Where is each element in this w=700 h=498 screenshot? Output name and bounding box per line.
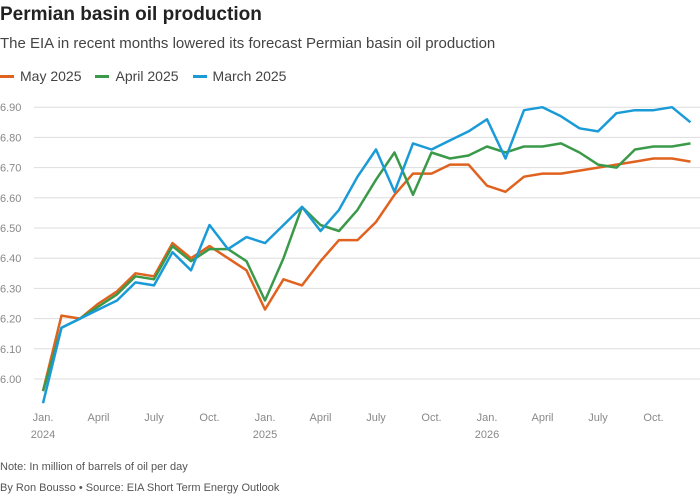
x-tick-label: July (588, 412, 608, 424)
y-tick-label: 6.00 (0, 374, 21, 386)
x-tick-label: April (309, 412, 331, 424)
x-tick-year: 2025 (253, 429, 277, 441)
x-tick-label: April (87, 412, 109, 424)
y-tick-label: 6.80 (0, 132, 21, 144)
y-tick-label: 6.70 (0, 163, 21, 175)
x-tick-label: Oct. (199, 412, 219, 424)
y-tick-label: 6.40 (0, 253, 21, 265)
x-tick-label: Jan. (33, 412, 54, 424)
legend: May 2025 April 2025 March 2025 (0, 68, 286, 84)
x-tick-year: 2026 (475, 429, 499, 441)
x-tick-year: 2024 (31, 429, 55, 441)
note: Note: In million of barrels of oil per d… (0, 461, 188, 473)
x-tick-label: July (144, 412, 164, 424)
legend-swatch (192, 74, 207, 78)
x-tick-label: Jan. (477, 412, 498, 424)
x-tick-label: Oct. (643, 412, 663, 424)
x-tick-label: Oct. (421, 412, 441, 424)
legend-item-may: May 2025 (0, 68, 81, 84)
y-tick-label: 6.20 (0, 314, 21, 326)
y-tick-label: 6.30 (0, 283, 21, 295)
x-tick-label: July (366, 412, 386, 424)
byline: By Ron Bousso • Source: EIA Short Term E… (0, 482, 280, 494)
legend-label: March 2025 (212, 68, 287, 84)
x-tick-label: Jan. (255, 412, 276, 424)
y-tick-label: 6.10 (0, 344, 21, 356)
legend-swatch (0, 74, 14, 78)
series-line-march-2025 (41, 105, 692, 404)
y-tick-label: 6.90 (0, 102, 21, 114)
y-tick-label: 6.60 (0, 193, 21, 205)
legend-item-april: April 2025 (95, 68, 179, 84)
x-tick-label: April (531, 412, 553, 424)
chart-subtitle: The EIA in recent months lowered its for… (0, 35, 496, 52)
chart-title: Permian basin oil production (0, 4, 262, 25)
legend-label: April 2025 (115, 68, 179, 84)
series-line-april-2025 (41, 142, 691, 392)
y-tick-label: 6.50 (0, 223, 21, 235)
legend-swatch (95, 74, 110, 78)
legend-item-march: March 2025 (192, 68, 287, 84)
legend-label: May 2025 (20, 68, 82, 84)
series-line-may-2025 (41, 157, 691, 392)
